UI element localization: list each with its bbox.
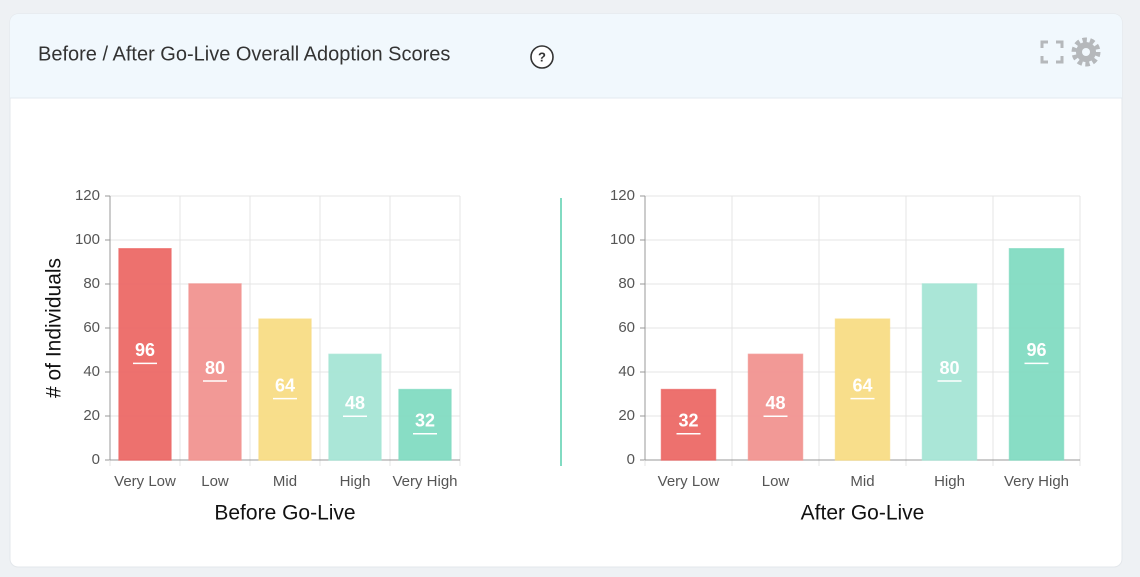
- y-tick-label: 60: [83, 319, 100, 336]
- help-icon[interactable]: ?: [538, 49, 546, 64]
- y-tick-label: 120: [610, 187, 635, 204]
- settings-button[interactable]: [1071, 37, 1101, 67]
- x-tick-label: Very High: [392, 473, 457, 490]
- bar: [747, 353, 804, 461]
- y-tick-label: 100: [75, 231, 100, 248]
- x-tick-label: High: [934, 473, 965, 490]
- data-label: 80: [939, 358, 959, 378]
- y-tick-label: 80: [83, 275, 100, 292]
- data-label: 96: [135, 340, 155, 360]
- bar: [328, 353, 382, 461]
- data-label: 80: [205, 358, 225, 378]
- y-tick-label: 20: [618, 407, 635, 424]
- x-axis-title: Before Go-Live: [214, 502, 355, 525]
- bar: [118, 248, 172, 461]
- help-button[interactable]: ?: [530, 45, 554, 69]
- y-tick-label: 80: [618, 275, 635, 292]
- y-tick-label: 0: [92, 451, 100, 468]
- data-label: 64: [275, 375, 295, 395]
- data-label: 32: [415, 411, 435, 431]
- y-tick-label: 40: [83, 363, 100, 380]
- x-tick-label: Mid: [273, 473, 297, 490]
- data-label: 64: [852, 375, 872, 395]
- x-tick-label: High: [340, 473, 371, 490]
- x-tick-label: Low: [201, 473, 229, 490]
- x-tick-label: Low: [762, 473, 790, 490]
- bar-chart: 0 20 40 60 80 100 120 Very Low 32 Low 48 Mid 64 High 8…: [610, 187, 1081, 525]
- x-tick-label: Very Low: [114, 473, 176, 490]
- y-tick-label: 40: [618, 363, 635, 380]
- bar-chart: 0 20 40 60 80 100 120 Very Low 96 Low 80 Mid 64 High 4…: [43, 187, 461, 525]
- bar: [398, 388, 452, 461]
- gear-hole[interactable]: [1082, 48, 1090, 56]
- fullscreen-button[interactable]: [1040, 40, 1064, 64]
- y-tick-label: 20: [83, 407, 100, 424]
- bar: [188, 283, 242, 461]
- bar: [921, 283, 978, 461]
- data-label: 96: [1026, 340, 1046, 360]
- y-tick-label: 100: [610, 231, 635, 248]
- bar: [660, 388, 717, 461]
- x-axis-title: After Go-Live: [801, 502, 925, 525]
- fullscreen-icon[interactable]: [1040, 40, 1064, 64]
- data-label: 32: [678, 411, 698, 431]
- bar: [834, 318, 891, 461]
- data-label: 48: [765, 393, 785, 413]
- y-tick-label: 60: [618, 319, 635, 336]
- card-header: [10, 14, 1122, 98]
- data-label: 48: [345, 393, 365, 413]
- x-tick-label: Mid: [850, 473, 874, 490]
- panel-title: Before / After Go-Live Overall Adoption …: [38, 43, 450, 65]
- y-axis-title: # of Individuals: [43, 258, 66, 398]
- bar: [258, 318, 312, 461]
- bar: [1008, 248, 1065, 461]
- x-tick-label: Very High: [1004, 473, 1069, 490]
- y-tick-label: 0: [627, 451, 635, 468]
- x-tick-label: Very Low: [658, 473, 720, 490]
- y-tick-label: 120: [75, 187, 100, 204]
- help-circle[interactable]: [530, 45, 554, 69]
- gear-teeth[interactable]: [1071, 37, 1101, 67]
